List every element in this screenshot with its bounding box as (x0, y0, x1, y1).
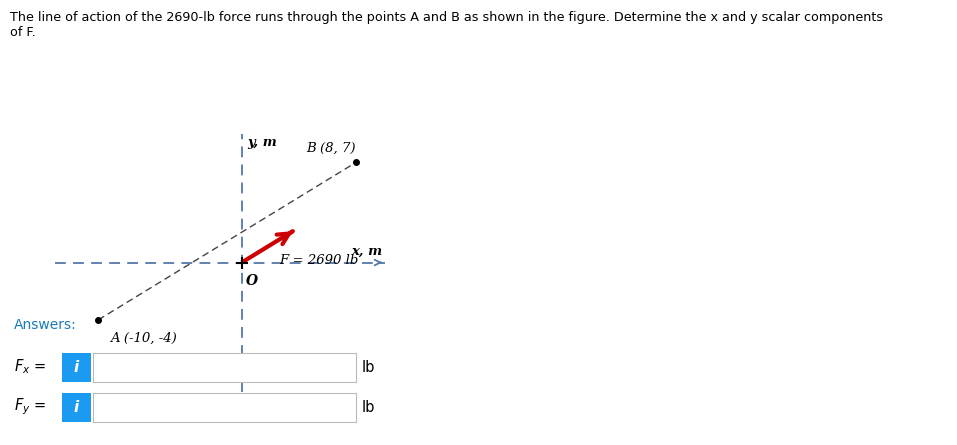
Text: A (-10, -4): A (-10, -4) (110, 332, 176, 344)
Text: O: O (246, 274, 258, 288)
Text: $F_y$ =: $F_y$ = (14, 397, 47, 417)
Text: x, m: x, m (351, 245, 382, 258)
Text: i: i (74, 360, 79, 375)
Text: Answers:: Answers: (14, 318, 78, 332)
Text: F = 2690 lb: F = 2690 lb (278, 254, 358, 267)
Text: i: i (74, 400, 79, 415)
Text: lb: lb (362, 400, 375, 415)
Text: $F_x$ =: $F_x$ = (14, 358, 47, 376)
Text: B (8, 7): B (8, 7) (306, 142, 356, 155)
Text: lb: lb (362, 360, 375, 375)
Text: The line of action of the 2690-lb force runs through the points A and B as shown: The line of action of the 2690-lb force … (10, 11, 882, 39)
Text: y, m: y, m (247, 136, 278, 150)
